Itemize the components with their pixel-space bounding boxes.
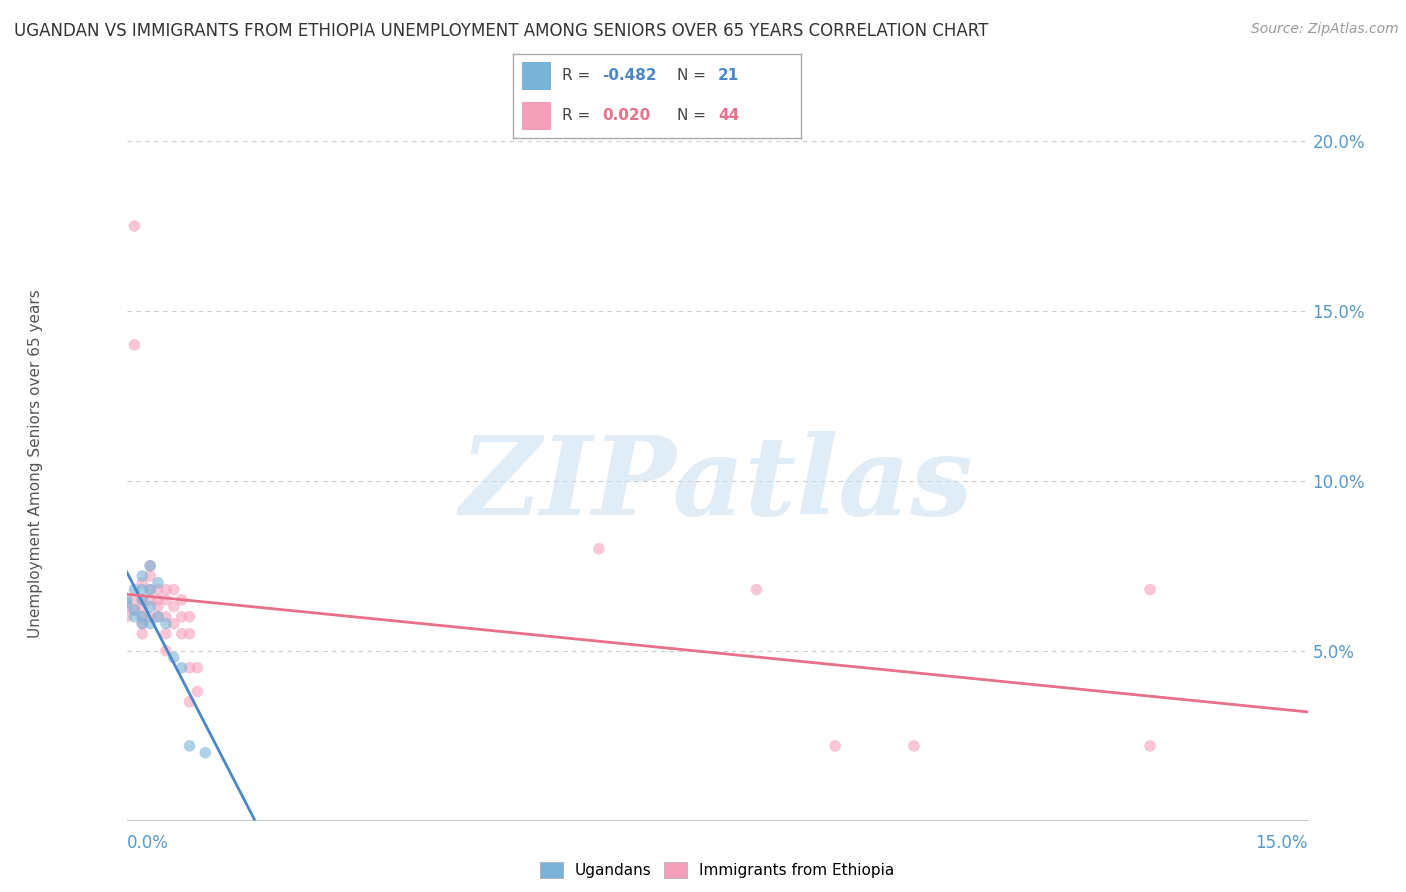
- Point: [1139, 739, 1161, 753]
- Text: 0.0%: 0.0%: [127, 834, 169, 852]
- Point: [155, 609, 177, 624]
- Text: N =: N =: [678, 69, 711, 84]
- Point: [903, 739, 925, 753]
- Point: [588, 541, 610, 556]
- Point: [163, 616, 186, 631]
- Point: [131, 616, 153, 631]
- Point: [163, 650, 186, 665]
- Point: [179, 739, 201, 753]
- Text: R =: R =: [562, 108, 595, 123]
- Point: [131, 616, 153, 631]
- Bar: [522, 62, 551, 90]
- Text: 44: 44: [718, 108, 740, 123]
- Point: [146, 592, 169, 607]
- Point: [146, 609, 169, 624]
- Text: -0.482: -0.482: [603, 69, 657, 84]
- Text: 0.020: 0.020: [603, 108, 651, 123]
- Legend: Ugandans, Immigrants from Ethiopia: Ugandans, Immigrants from Ethiopia: [534, 856, 900, 884]
- Text: Unemployment Among Seniors over 65 years: Unemployment Among Seniors over 65 years: [28, 290, 42, 638]
- Point: [155, 644, 177, 658]
- Point: [139, 599, 162, 614]
- Point: [124, 609, 146, 624]
- Point: [179, 609, 201, 624]
- Point: [131, 609, 153, 624]
- Point: [131, 626, 153, 640]
- Point: [131, 592, 153, 607]
- Point: [155, 616, 177, 631]
- Point: [131, 582, 153, 597]
- Point: [115, 596, 138, 610]
- Point: [131, 575, 153, 590]
- Point: [155, 582, 177, 597]
- Point: [1139, 582, 1161, 597]
- Point: [163, 582, 186, 597]
- Point: [139, 592, 162, 607]
- Point: [179, 695, 201, 709]
- Text: Source: ZipAtlas.com: Source: ZipAtlas.com: [1251, 22, 1399, 37]
- Point: [115, 599, 138, 614]
- Point: [194, 746, 217, 760]
- Point: [124, 338, 146, 352]
- Point: [139, 558, 162, 573]
- Point: [131, 599, 153, 614]
- Text: ZIPatlas: ZIPatlas: [460, 432, 974, 539]
- Point: [115, 609, 138, 624]
- Text: 21: 21: [718, 69, 740, 84]
- Point: [139, 582, 162, 597]
- Point: [146, 582, 169, 597]
- Point: [155, 626, 177, 640]
- Point: [124, 582, 146, 597]
- Point: [124, 603, 146, 617]
- Point: [139, 609, 162, 624]
- Text: 15.0%: 15.0%: [1256, 834, 1308, 852]
- Point: [179, 626, 201, 640]
- Point: [139, 616, 162, 631]
- Text: R =: R =: [562, 69, 595, 84]
- Point: [131, 569, 153, 583]
- Point: [139, 558, 162, 573]
- Point: [179, 661, 201, 675]
- Point: [124, 219, 146, 233]
- Point: [186, 684, 208, 698]
- Point: [170, 626, 193, 640]
- Point: [170, 661, 193, 675]
- Point: [131, 609, 153, 624]
- Point: [139, 569, 162, 583]
- Point: [124, 592, 146, 607]
- Point: [163, 599, 186, 614]
- Point: [170, 609, 193, 624]
- Point: [131, 592, 153, 607]
- Point: [146, 609, 169, 624]
- Point: [139, 582, 162, 597]
- Point: [155, 592, 177, 607]
- Point: [824, 739, 846, 753]
- Text: UGANDAN VS IMMIGRANTS FROM ETHIOPIA UNEMPLOYMENT AMONG SENIORS OVER 65 YEARS COR: UGANDAN VS IMMIGRANTS FROM ETHIOPIA UNEM…: [14, 22, 988, 40]
- Bar: [522, 102, 551, 130]
- Point: [146, 575, 169, 590]
- Point: [115, 592, 138, 607]
- Text: N =: N =: [678, 108, 711, 123]
- Point: [745, 582, 768, 597]
- Point: [146, 599, 169, 614]
- Point: [170, 592, 193, 607]
- Point: [124, 603, 146, 617]
- Point: [186, 661, 208, 675]
